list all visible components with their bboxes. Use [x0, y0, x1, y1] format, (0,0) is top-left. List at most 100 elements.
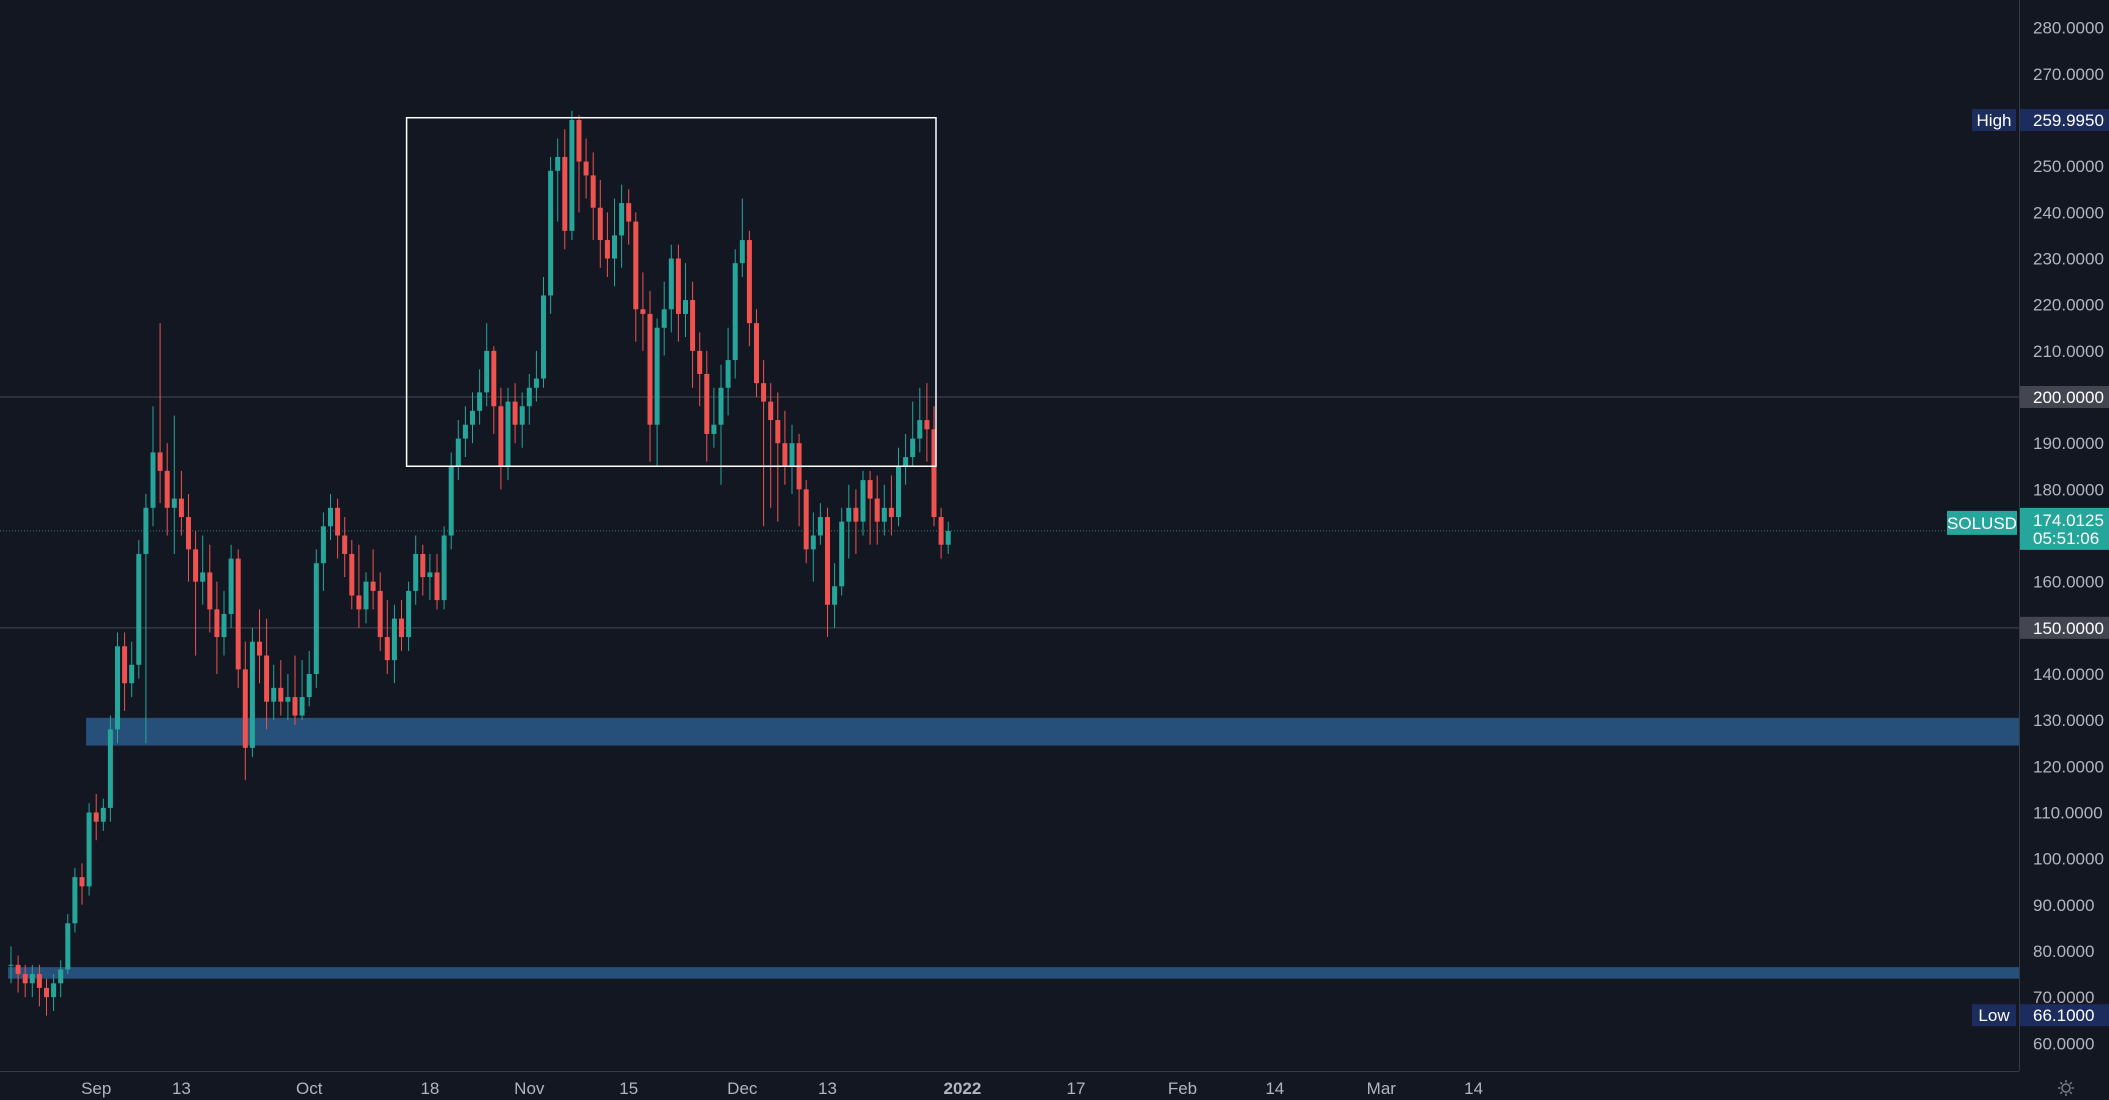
candle	[612, 198, 617, 287]
candle	[761, 360, 767, 527]
candle-body	[853, 507, 859, 522]
candle-body	[541, 295, 546, 379]
candle	[846, 484, 852, 559]
candle-body	[640, 309, 646, 314]
candle-body	[874, 498, 880, 522]
candle	[604, 212, 610, 277]
candle	[832, 563, 838, 628]
candle-body	[342, 535, 348, 554]
candle-body	[746, 240, 752, 324]
candle-body	[306, 673, 312, 698]
candle-body	[810, 535, 816, 550]
candle	[455, 420, 461, 481]
candle	[72, 867, 78, 933]
candle	[349, 540, 355, 610]
candle	[548, 156, 554, 314]
candle	[8, 946, 14, 984]
candle	[115, 632, 120, 744]
candle-body	[477, 392, 483, 411]
candle	[164, 443, 170, 536]
candle-body	[427, 572, 433, 578]
candle	[924, 383, 930, 462]
candle-body	[825, 517, 830, 605]
candle-body	[569, 120, 575, 231]
candle-body	[924, 420, 930, 430]
candle	[903, 433, 909, 485]
candle-body	[129, 664, 135, 684]
candle-body	[143, 507, 149, 554]
candle-body	[938, 517, 944, 545]
y-tick-label: 90.0000	[2033, 896, 2094, 915]
candle	[399, 600, 404, 651]
candle	[470, 392, 475, 444]
candle-body	[391, 618, 397, 661]
y-tick-label: 60.0000	[2033, 1034, 2094, 1053]
candle-body	[150, 452, 156, 508]
candle	[597, 180, 603, 268]
candle-body	[136, 553, 142, 665]
candle	[413, 535, 419, 605]
candle	[839, 507, 845, 596]
time-axis[interactable]: Sep 13 Oct 18 Nov 15 Dec 13 2022 17 Feb 14 Mar 14	[81, 1079, 1483, 1098]
candle	[938, 507, 944, 559]
candle-body	[555, 156, 561, 171]
candle-body	[654, 327, 660, 425]
candle-body	[171, 498, 177, 508]
candle	[178, 470, 184, 536]
candle-body	[881, 507, 887, 522]
candle-body	[29, 974, 35, 984]
candle	[136, 540, 142, 679]
candle	[775, 392, 781, 522]
candle-body	[690, 300, 696, 351]
candle-body	[264, 655, 270, 702]
candle	[825, 507, 830, 638]
candle-body	[441, 535, 447, 601]
candles	[8, 110, 951, 1016]
y-tick-label: 160.0000	[2033, 573, 2104, 592]
candle-body	[356, 595, 362, 610]
candle-body	[299, 697, 305, 716]
x-tick-label: 13	[172, 1079, 191, 1098]
last-price-value: 174.0125	[2033, 511, 2104, 530]
candle-body	[867, 480, 873, 499]
x-tick-label: 13	[818, 1079, 837, 1098]
candle-body	[768, 401, 774, 421]
settings-icon[interactable]	[2058, 1080, 2074, 1096]
candle-body	[100, 807, 106, 822]
candle	[370, 549, 376, 610]
candle	[79, 863, 85, 905]
candle	[853, 489, 859, 554]
low-label: Low	[1978, 1006, 2010, 1025]
candle-body	[945, 530, 951, 545]
candle-body	[484, 350, 490, 393]
candle	[406, 581, 412, 651]
y-tick-label: 110.0000	[2033, 803, 2103, 822]
candle-body	[597, 207, 603, 241]
candle	[754, 309, 759, 398]
candle	[867, 470, 873, 545]
candle-body	[782, 443, 788, 467]
candle	[541, 276, 546, 388]
candle-body	[576, 120, 582, 162]
y-tick-label: 220.0000	[2033, 296, 2104, 315]
candle	[917, 387, 923, 453]
candle-body	[917, 420, 923, 439]
candle-body	[384, 637, 390, 661]
candle-body	[271, 687, 277, 702]
candle-body	[164, 470, 170, 508]
candle-body	[178, 498, 184, 518]
candle-body	[612, 235, 617, 259]
candle	[427, 553, 433, 601]
candle	[519, 392, 525, 448]
candle-body	[505, 401, 511, 467]
candle-body	[931, 429, 937, 518]
candle-body	[718, 387, 724, 425]
low-value-tag	[2020, 1004, 2109, 1027]
candle-body	[697, 350, 703, 374]
candle	[491, 346, 497, 434]
candle-body	[903, 457, 909, 467]
candle	[391, 604, 397, 684]
low-value: 66.1000	[2033, 1006, 2094, 1025]
candle	[129, 641, 135, 698]
